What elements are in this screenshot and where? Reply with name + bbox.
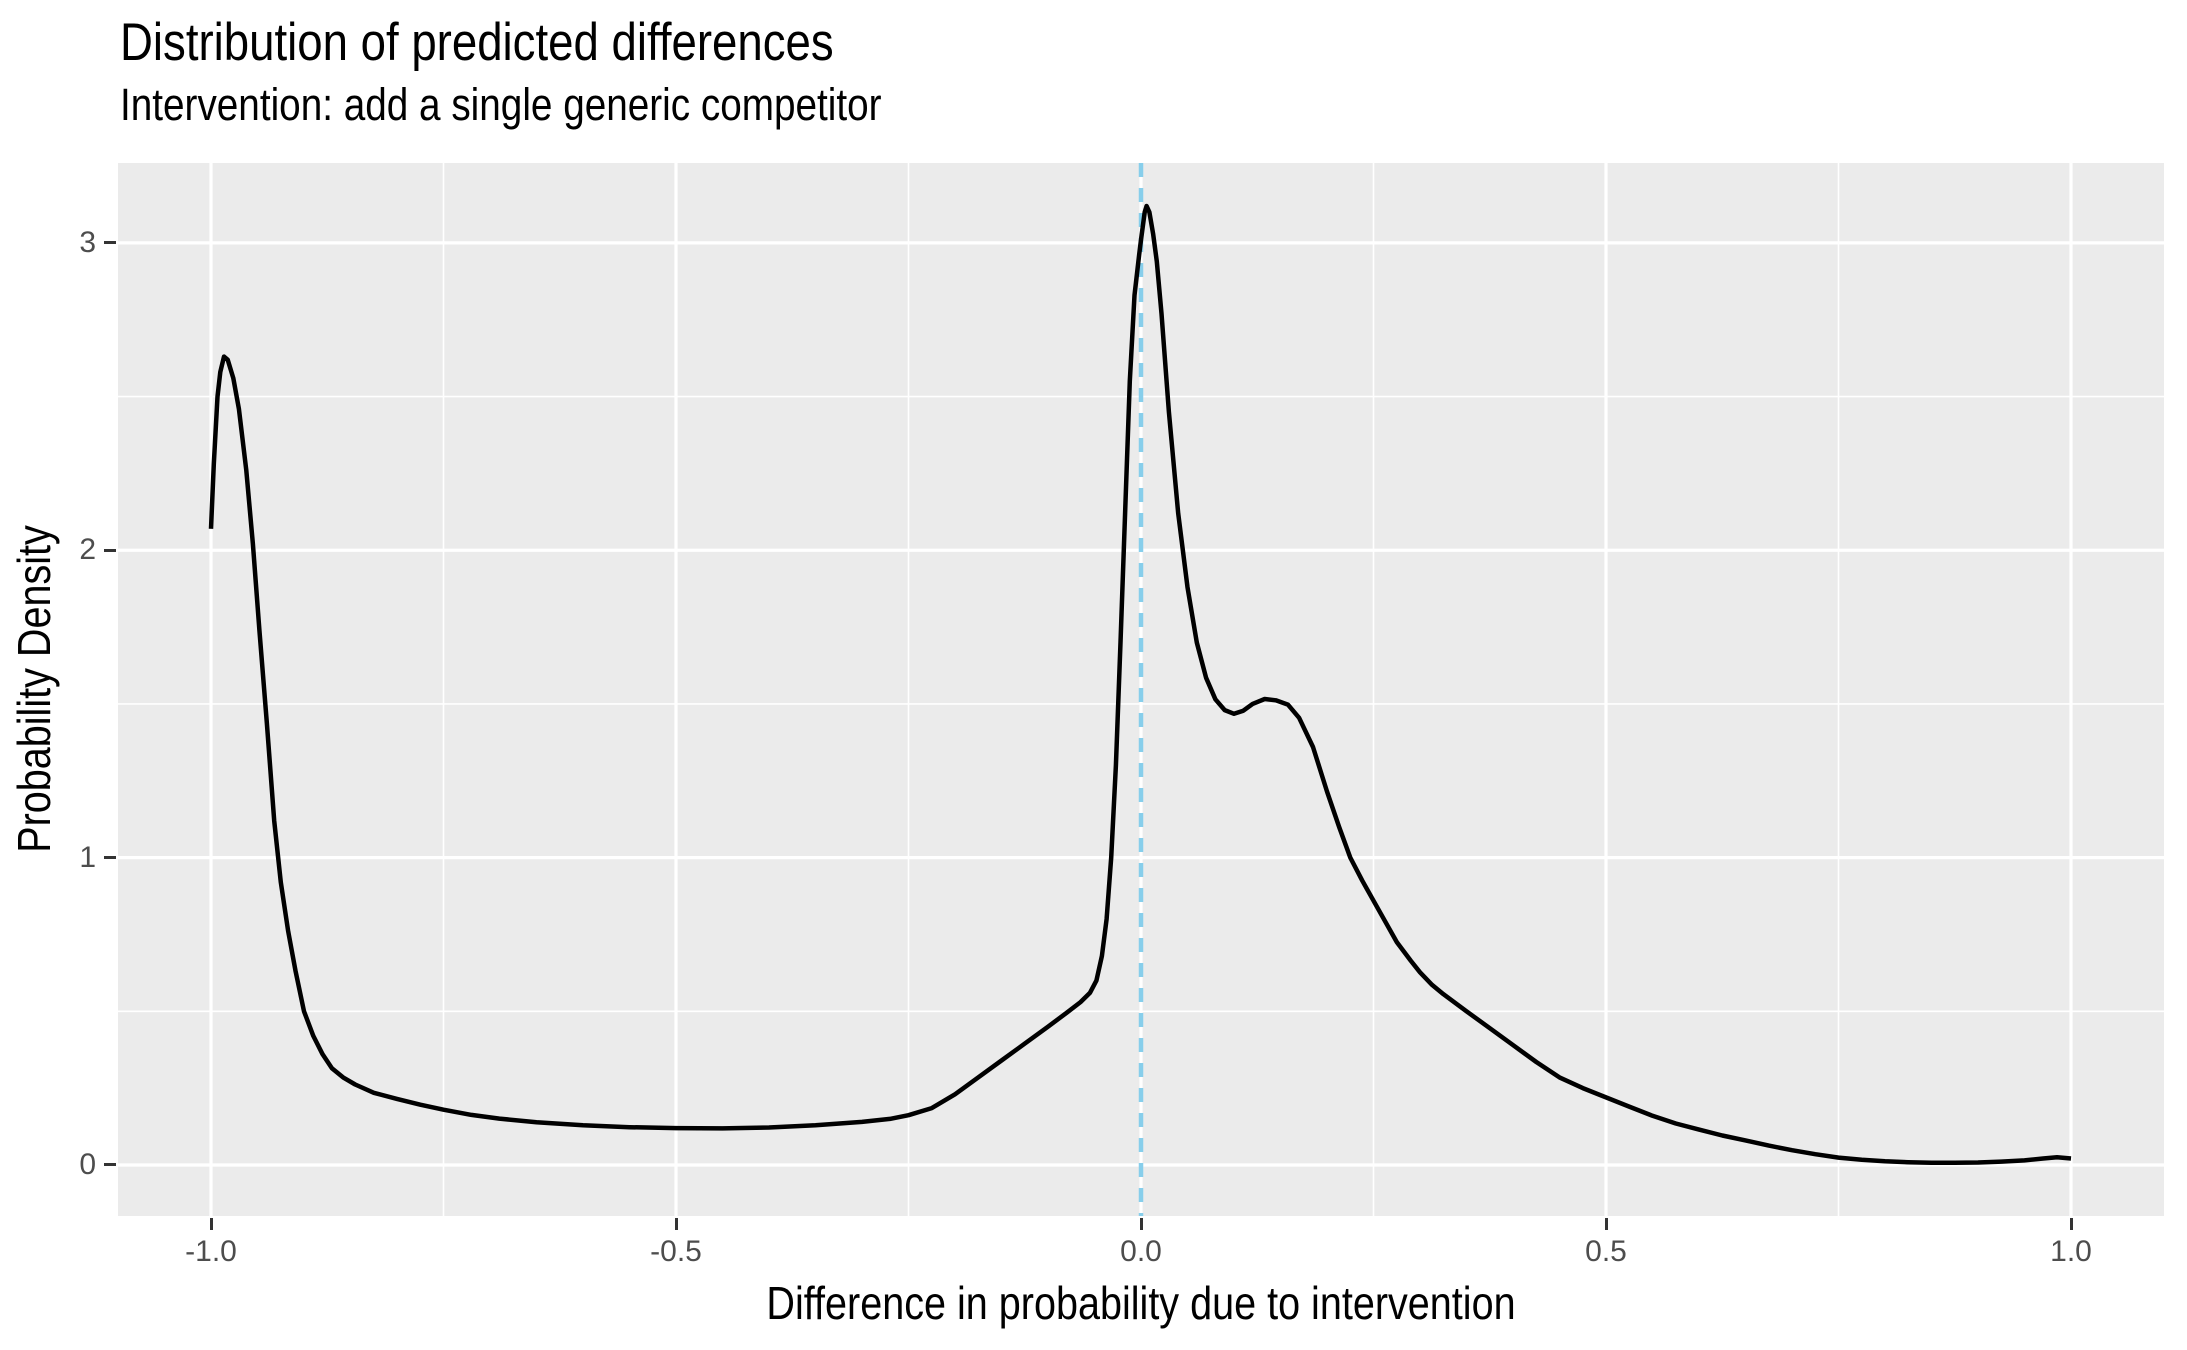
x-tick-mark <box>1139 1218 1143 1230</box>
y-axis-title: Probability Density <box>8 525 60 853</box>
x-axis-title: Difference in probability due to interve… <box>766 1277 1516 1329</box>
x-tick-label: 1.0 <box>2050 1235 2092 1268</box>
plot-svg <box>118 163 2164 1216</box>
y-tick-mark <box>104 1163 116 1167</box>
y-tick-mark <box>104 548 116 552</box>
y-tick-label: 0 <box>79 1147 96 1181</box>
plot-subtitle: Intervention: add a single generic compe… <box>120 79 882 130</box>
plot-panel <box>118 163 2164 1216</box>
x-tick-label: 0.5 <box>1585 1235 1627 1268</box>
x-tick-mark <box>209 1218 213 1230</box>
x-tick-mark <box>674 1218 678 1230</box>
x-tick-label: 0.0 <box>1120 1235 1162 1268</box>
plot-title: Distribution of predicted differences <box>120 13 834 72</box>
x-tick-label: -1.0 <box>185 1235 237 1268</box>
y-tick-label: 1 <box>79 840 96 874</box>
x-tick-label: -0.5 <box>650 1235 702 1268</box>
density-curve <box>208 203 2072 1166</box>
x-tick-mark <box>2069 1218 2073 1230</box>
y-tick-label: 2 <box>79 533 96 567</box>
y-tick-mark <box>104 856 116 860</box>
x-tick-mark <box>1604 1218 1608 1230</box>
y-tick-label: 3 <box>79 225 96 259</box>
y-tick-mark <box>104 241 116 245</box>
